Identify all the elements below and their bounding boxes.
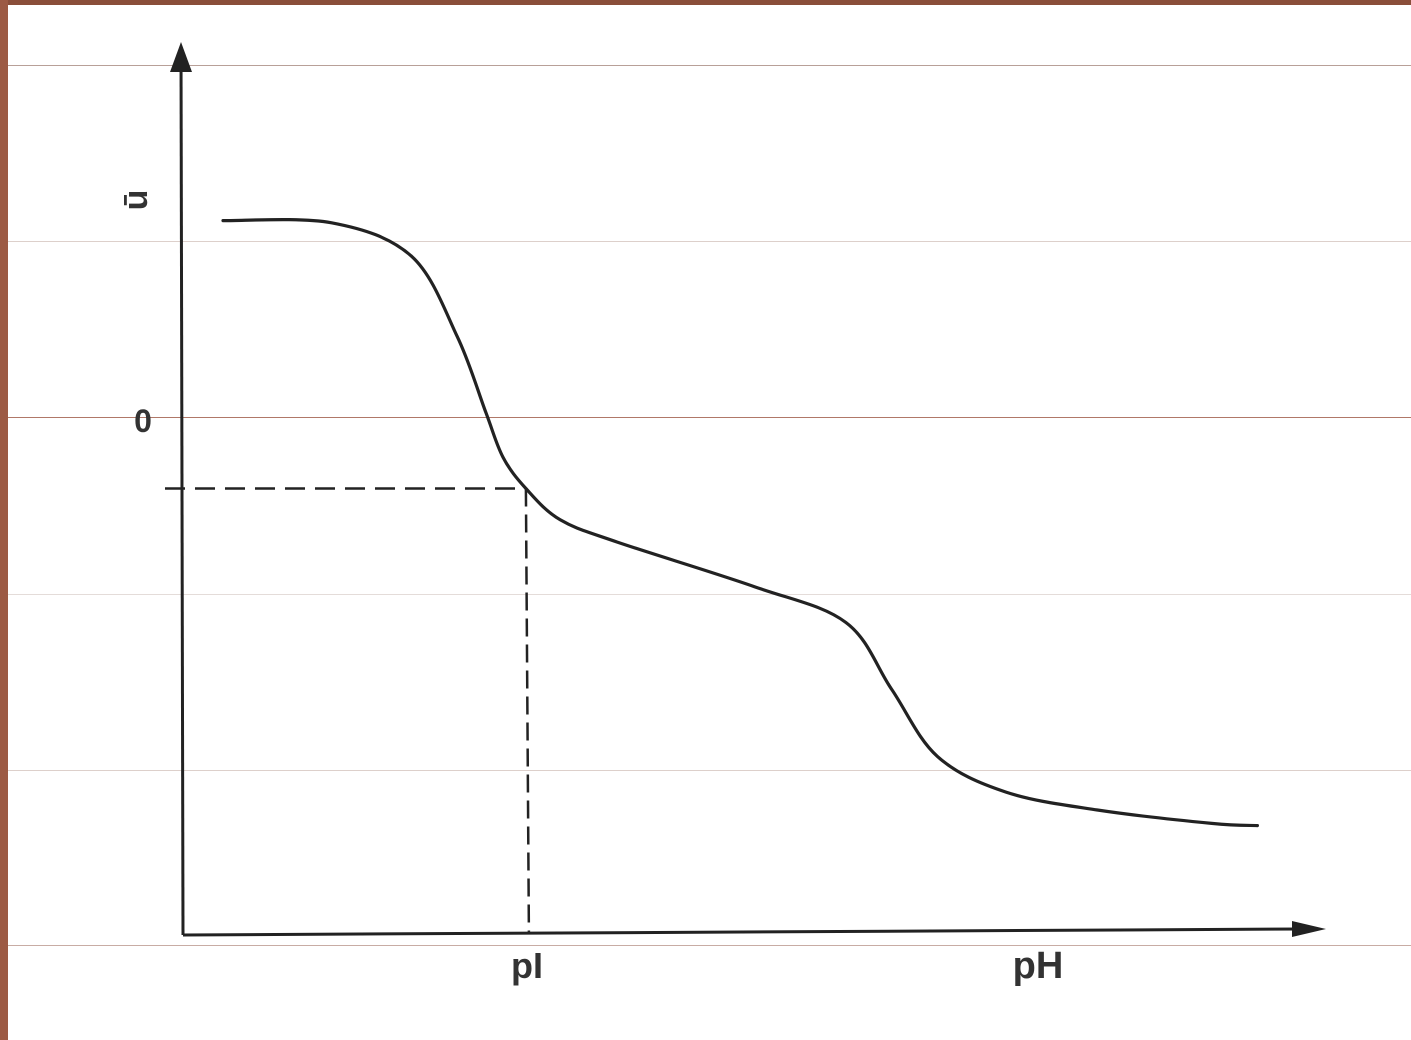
pi-reference-line [524,488,531,934]
x-axis-label: pH [1013,945,1064,987]
background-rule-line [8,945,1411,946]
frame-left-border [0,0,8,1040]
x-axis [182,927,1301,937]
series-line [221,217,1259,828]
pi-tick-label: pI [511,945,543,986]
background-rule-line [8,417,1411,418]
background-rule-line [8,770,1411,771]
background-rule-line [8,241,1411,242]
background-rule-line [8,594,1411,595]
frame-top-border [0,0,1411,5]
y-axis-arrowhead [170,42,192,72]
y-axis [179,51,185,936]
x-axis-arrowhead [1292,921,1326,937]
background-rule-line [8,65,1411,66]
y-axis-label: ū [117,190,155,211]
zero-tick-label: 0 [134,403,152,439]
